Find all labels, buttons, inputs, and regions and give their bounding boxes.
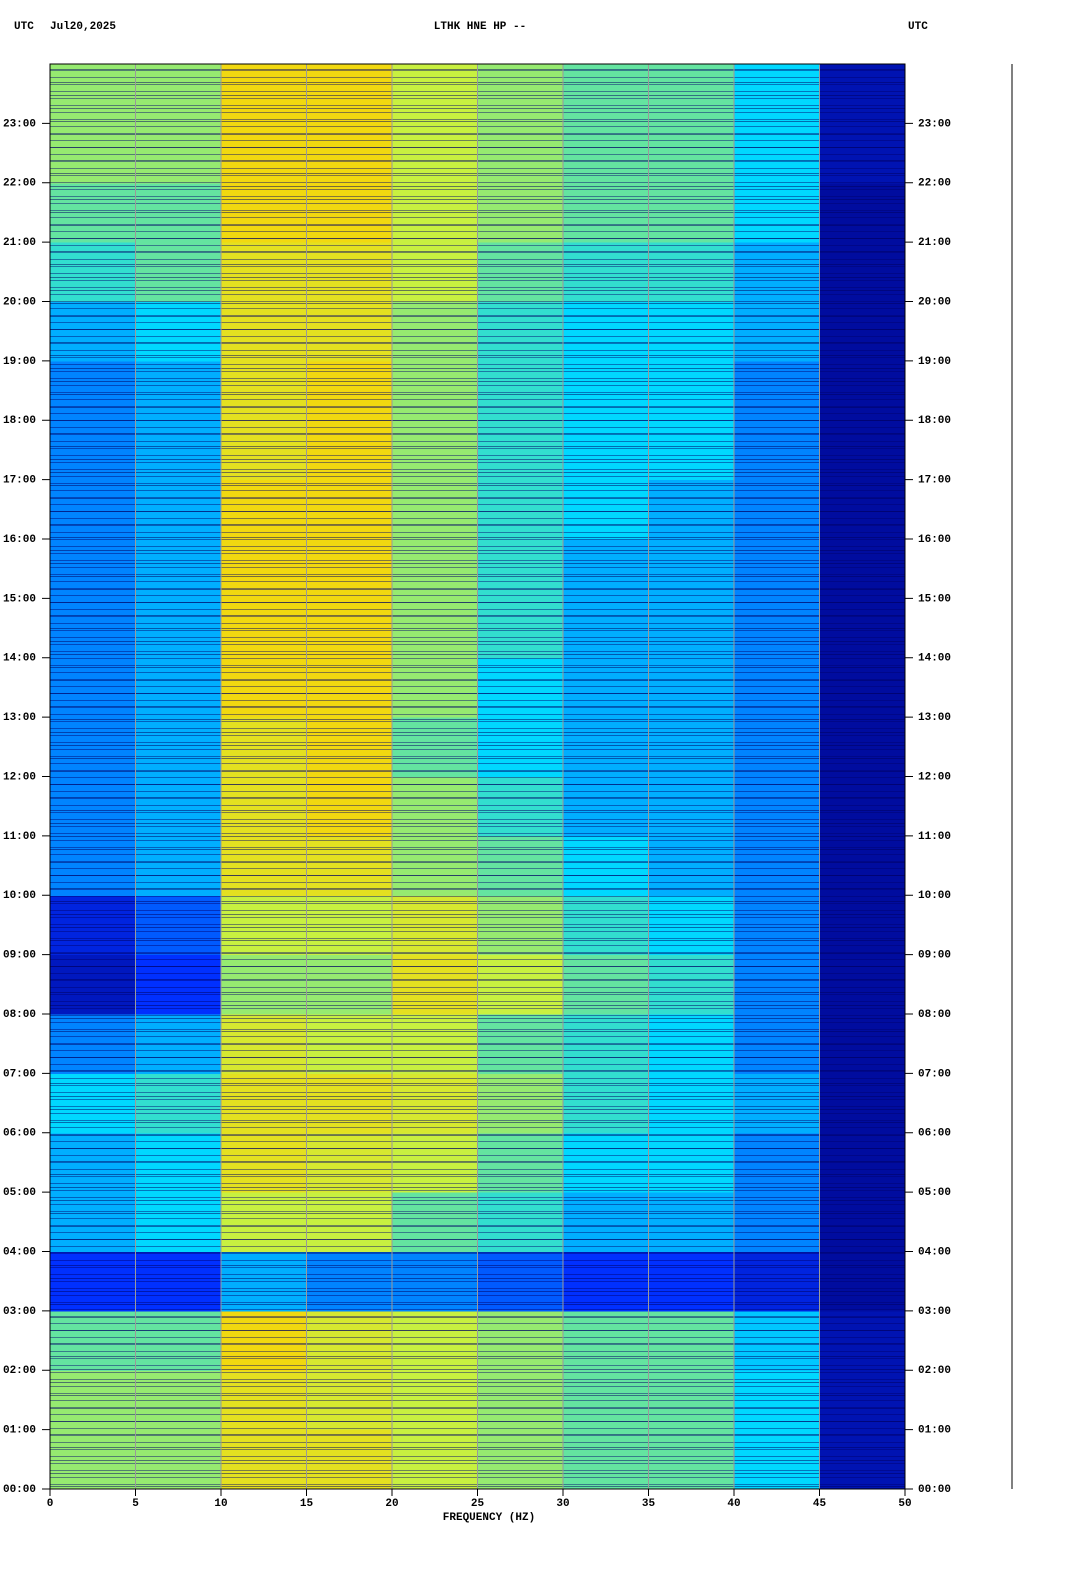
y-tick-label: 02:00 [918,1365,951,1377]
chart-title: LTHK HNE HP -- [434,21,526,33]
y-tick-label: 04:00 [3,1246,36,1258]
y-tick-label: 06:00 [3,1128,36,1140]
y-tick-label: 10:00 [3,890,36,902]
y-tick-label: 05:00 [3,1187,36,1199]
y-tick-label: 23:00 [918,118,951,130]
y-tick-label: 23:00 [3,118,36,130]
y-tick-label: 18:00 [3,415,36,427]
x-tick-label: 10 [214,1498,227,1510]
y-tick-label: 04:00 [918,1246,951,1258]
y-tick-label: 01:00 [3,1425,36,1437]
y-tick-label: 07:00 [918,1068,951,1080]
y-tick-label: 17:00 [3,475,36,487]
x-tick-label: 30 [556,1498,569,1510]
y-tick-label: 08:00 [3,1009,36,1021]
y-tick-label: 13:00 [3,712,36,724]
x-tick-label: 50 [898,1498,911,1510]
time-zone: UTC [14,21,34,33]
time-zone: UTC [908,21,928,33]
y-tick-label: 20:00 [918,296,951,308]
y-tick-label: 11:00 [918,831,951,843]
y-tick-label: 02:00 [3,1365,36,1377]
y-tick-label: 15:00 [918,593,951,605]
y-tick-label: 14:00 [918,653,951,665]
y-tick-label: 09:00 [3,950,36,962]
y-tick-label: 01:00 [918,1425,951,1437]
y-tick-label: 14:00 [3,653,36,665]
y-tick-label: 18:00 [918,415,951,427]
y-tick-label: 00:00 [3,1484,36,1496]
y-tick-label: 19:00 [3,356,36,368]
y-tick-label: 21:00 [918,237,951,249]
x-axis-label: FREQUENCY (HZ) [443,1512,535,1524]
x-tick-label: 35 [642,1498,656,1510]
y-tick-label: 17:00 [918,475,951,487]
y-tick-label: 05:00 [918,1187,951,1199]
y-tick-label: 03:00 [3,1306,36,1318]
x-tick-label: 45 [813,1498,827,1510]
y-tick-label: 16:00 [3,534,36,546]
y-tick-label: 20:00 [3,296,36,308]
y-tick-label: 08:00 [918,1009,951,1021]
x-tick-label: 15 [300,1498,314,1510]
x-tick-label: 40 [727,1498,740,1510]
y-tick-label: 22:00 [918,178,951,190]
y-tick-label: 19:00 [918,356,951,368]
y-tick-label: 13:00 [918,712,951,724]
y-tick-label: 12:00 [918,771,951,783]
y-tick-label: 22:00 [3,178,36,190]
y-tick-label: 15:00 [3,593,36,605]
date: Jul20,2025 [50,21,116,33]
x-tick-label: 25 [471,1498,485,1510]
y-tick-label: 07:00 [3,1068,36,1080]
x-tick-label: 5 [132,1498,139,1510]
x-tick-label: 0 [47,1498,54,1510]
y-tick-label: 12:00 [3,771,36,783]
y-tick-label: 09:00 [918,950,951,962]
y-tick-label: 16:00 [918,534,951,546]
y-tick-label: 06:00 [918,1128,951,1140]
y-tick-label: 00:00 [918,1484,951,1496]
y-tick-label: 11:00 [3,831,36,843]
y-tick-label: 03:00 [918,1306,951,1318]
y-tick-label: 21:00 [3,237,36,249]
plot-frame [49,63,906,1490]
x-tick-label: 20 [385,1498,398,1510]
y-tick-label: 10:00 [918,890,951,902]
